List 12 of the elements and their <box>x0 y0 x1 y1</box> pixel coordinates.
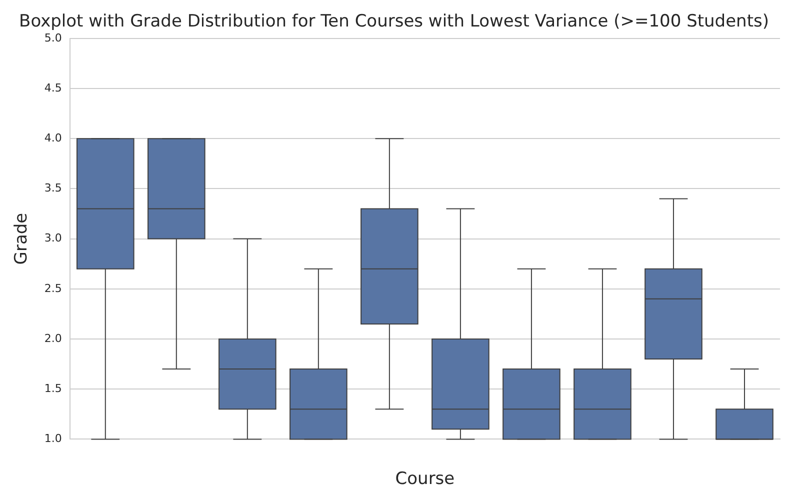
y-tick-label: 2.5 <box>44 282 62 295</box>
y-tick-label: 1.0 <box>44 432 62 446</box>
y-axis-title: Grade <box>12 212 32 265</box>
y-tick-label: 5.0 <box>44 31 62 44</box>
x-axis-title: Course <box>395 469 455 490</box>
y-tick-label: 1.5 <box>44 382 62 395</box>
y-tick-label: 4.0 <box>44 131 62 144</box>
chart-title: Boxplot with Grade Distribution for Ten Courses with Lowest Variance (>=100 Students) <box>19 12 769 32</box>
y-tick-label: 2.0 <box>44 332 62 345</box>
y-tick-label: 3.5 <box>44 182 62 195</box>
y-tick-label: 3.0 <box>44 232 62 245</box>
y-tick-label: 4.5 <box>44 81 62 94</box>
